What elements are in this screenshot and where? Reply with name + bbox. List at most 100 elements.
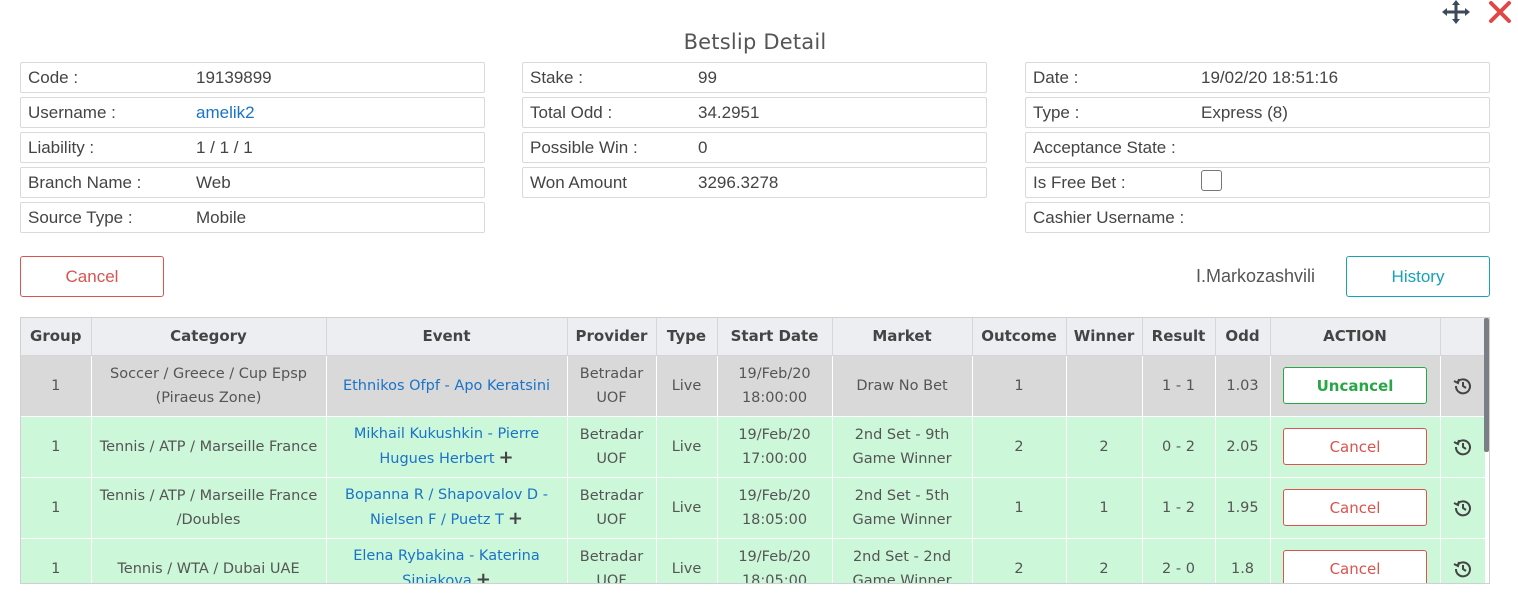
move-icon[interactable] bbox=[1442, 0, 1470, 24]
info-label: Liability : bbox=[28, 137, 95, 157]
operator-name: I.Markozashvili bbox=[1195, 266, 1315, 286]
won-amount-value: 3296.3278 bbox=[698, 172, 779, 192]
info-row-source-type: Source Type : Mobile bbox=[20, 202, 485, 233]
provider-cell: Betradar UOF bbox=[567, 477, 657, 539]
odd-cell: 2.05 bbox=[1215, 416, 1271, 478]
column-header[interactable]: Market bbox=[832, 318, 973, 356]
action-cell: Cancel bbox=[1270, 538, 1441, 583]
column-header[interactable]: ACTION bbox=[1270, 318, 1441, 356]
history-icon[interactable] bbox=[1445, 437, 1481, 457]
column-header[interactable]: Start Date bbox=[717, 318, 833, 356]
events-table-container: Group Category Event Provider Type Start… bbox=[20, 317, 1490, 584]
market-cell: 2nd Set - 2nd Game Winner bbox=[832, 538, 973, 583]
outcome-cell: 2 bbox=[972, 416, 1067, 478]
winner-cell: 2 bbox=[1066, 416, 1143, 478]
type-cell: Live bbox=[656, 538, 718, 583]
info-label: Type : bbox=[1033, 102, 1080, 122]
category-cell: Tennis / WTA / Dubai UAE bbox=[91, 538, 327, 583]
category-cell: Tennis / ATP / Marseille France /Doubles bbox=[91, 477, 327, 539]
uncancel-button[interactable]: Uncancel bbox=[1283, 367, 1427, 404]
table-row: 1 Soccer / Greece / Cup Epsp (Piraeus Zo… bbox=[21, 355, 1486, 417]
market-cell: Draw No Bet bbox=[832, 355, 973, 417]
history-button[interactable]: History bbox=[1346, 256, 1490, 297]
result-cell: 2 - 0 bbox=[1142, 538, 1216, 583]
provider-cell: Betradar UOF bbox=[567, 538, 657, 583]
info-label: Source Type : bbox=[28, 207, 133, 227]
type-cell: Live bbox=[656, 477, 718, 539]
winner-cell bbox=[1066, 355, 1143, 417]
event-link[interactable]: Bopanna R / Shapovalov D - Nielsen F / P… bbox=[345, 487, 548, 528]
provider-cell: Betradar UOF bbox=[567, 416, 657, 478]
info-row-acceptance-state: Acceptance State : bbox=[1025, 132, 1490, 163]
info-label: Total Odd : bbox=[530, 102, 613, 122]
event-cell: Elena Rybakina - Katerina Siniakova + bbox=[326, 538, 568, 584]
table-row: 1 Tennis / WTA / Dubai UAE Elena Rybakin… bbox=[21, 538, 1486, 584]
info-row-liability: Liability : 1 / 1 / 1 bbox=[20, 132, 485, 163]
plus-icon[interactable]: + bbox=[498, 447, 514, 468]
outcome-cell: 2 bbox=[972, 538, 1067, 583]
info-label: Branch Name : bbox=[28, 172, 142, 192]
info-label: Won Amount bbox=[530, 172, 628, 192]
plus-icon[interactable]: + bbox=[475, 569, 491, 584]
start-date-cell: 19/Feb/20 18:00:00 bbox=[717, 355, 833, 417]
username-link[interactable]: amelik2 bbox=[196, 102, 255, 122]
event-link[interactable]: Ethnikos Ofpf - Apo Keratsini bbox=[342, 377, 551, 394]
column-header[interactable]: Winner bbox=[1066, 318, 1143, 356]
info-row-code: Code : 19139899 bbox=[20, 62, 485, 93]
group-cell: 1 bbox=[21, 538, 92, 583]
code-value: 19139899 bbox=[196, 67, 272, 87]
history-icon[interactable] bbox=[1445, 498, 1481, 518]
history-icon[interactable] bbox=[1445, 376, 1481, 396]
result-cell: 0 - 2 bbox=[1142, 416, 1216, 478]
winner-cell: 1 bbox=[1066, 477, 1143, 539]
group-cell: 1 bbox=[21, 355, 92, 417]
history-icon[interactable] bbox=[1445, 559, 1481, 579]
stake-value: 99 bbox=[698, 67, 717, 87]
cancel-event-button[interactable]: Cancel bbox=[1283, 489, 1427, 526]
plus-icon[interactable]: + bbox=[507, 508, 523, 529]
column-header[interactable]: Category bbox=[91, 318, 327, 356]
table-scrollbar[interactable] bbox=[1484, 318, 1489, 452]
market-cell: 2nd Set - 9th Game Winner bbox=[832, 416, 973, 478]
window-controls bbox=[1442, 0, 1512, 24]
provider-cell: Betradar UOF bbox=[567, 355, 657, 417]
info-row-cashier-username: Cashier Username : bbox=[1025, 202, 1490, 233]
info-column-right: Date : 19/02/20 18:51:16 Type : Express … bbox=[1025, 62, 1490, 237]
table-header-row: Group Category Event Provider Type Start… bbox=[21, 318, 1486, 356]
start-date-cell: 19/Feb/20 18:05:00 bbox=[717, 477, 833, 539]
column-header[interactable]: Type bbox=[656, 318, 718, 356]
cancel-event-button[interactable]: Cancel bbox=[1283, 428, 1427, 465]
column-header[interactable]: Outcome bbox=[972, 318, 1067, 356]
branch-name-value: Web bbox=[196, 172, 231, 192]
dialog-title: Betslip Detail bbox=[683, 30, 827, 54]
info-row-type: Type : Express (8) bbox=[1025, 97, 1490, 128]
odd-cell: 1.8 bbox=[1215, 538, 1271, 583]
column-header[interactable]: Group bbox=[21, 318, 92, 356]
event-link[interactable]: Mikhail Kukushkin - Pierre Hugues Herber… bbox=[353, 426, 540, 467]
winner-cell: 2 bbox=[1066, 538, 1143, 583]
cancel-event-button[interactable]: Cancel bbox=[1283, 550, 1427, 583]
info-label: Username : bbox=[28, 102, 116, 122]
info-row-stake: Stake : 99 bbox=[522, 62, 987, 93]
free-bet-checkbox[interactable] bbox=[1201, 169, 1222, 191]
is-free-bet-value bbox=[1201, 169, 1489, 196]
event-link[interactable]: Elena Rybakina - Katerina Siniakova bbox=[353, 548, 540, 584]
column-header[interactable]: Result bbox=[1142, 318, 1216, 356]
start-date-cell: 19/Feb/20 18:05:00 bbox=[717, 538, 833, 583]
possible-win-value: 0 bbox=[698, 137, 708, 157]
odd-cell: 1.03 bbox=[1215, 355, 1271, 417]
column-header[interactable]: Odd bbox=[1215, 318, 1271, 356]
info-label: Possible Win : bbox=[530, 137, 638, 157]
source-type-value: Mobile bbox=[196, 207, 247, 227]
info-row-possible-win: Possible Win : 0 bbox=[522, 132, 987, 163]
cancel-betslip-button[interactable]: Cancel bbox=[20, 256, 164, 297]
column-header[interactable]: Provider bbox=[567, 318, 657, 356]
column-header[interactable]: Event bbox=[326, 318, 568, 356]
info-column-left: Code : 19139899 Username : amelik2 Liabi… bbox=[20, 62, 485, 237]
odd-cell: 1.95 bbox=[1215, 477, 1271, 539]
category-cell: Soccer / Greece / Cup Epsp (Piraeus Zone… bbox=[91, 355, 327, 417]
close-icon[interactable] bbox=[1488, 0, 1512, 24]
info-row-date: Date : 19/02/20 18:51:16 bbox=[1025, 62, 1490, 93]
action-cell: Uncancel bbox=[1270, 355, 1441, 417]
category-cell: Tennis / ATP / Marseille France bbox=[91, 416, 327, 478]
